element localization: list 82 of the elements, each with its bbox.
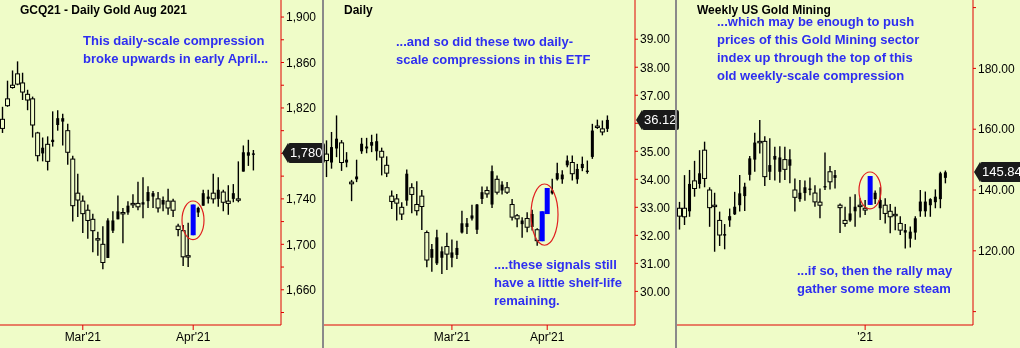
- y-tick-label: 120.00: [978, 244, 1016, 259]
- chart-title: Daily: [344, 3, 373, 17]
- candlestick: [803, 179, 807, 202]
- y-tick-label: 1,660: [286, 283, 317, 298]
- candlestick: [339, 139, 345, 172]
- candlestick: [444, 232, 450, 271]
- candlestick: [470, 204, 474, 222]
- candlestick: [35, 131, 41, 163]
- candlestick: [908, 225, 912, 249]
- y-tick-label: 35.00: [640, 144, 671, 159]
- text: 36.12: [642, 109, 679, 130]
- candlestick: [892, 206, 898, 231]
- candlestick: [241, 144, 245, 173]
- candlestick: [748, 155, 752, 182]
- candlestick: [235, 160, 241, 203]
- y-tick-label: 180.00: [978, 61, 1016, 76]
- candlestick: [738, 174, 742, 213]
- candlestick: [773, 146, 777, 182]
- candlestick: [933, 188, 937, 209]
- y-tick-label: 37.00: [640, 88, 671, 103]
- y-tick-label: 140.00: [978, 183, 1016, 198]
- y-tick-label: 38.00: [640, 60, 671, 75]
- candlestick: [792, 177, 798, 213]
- candlestick: [111, 210, 115, 234]
- x-tick-label: Apr'21: [176, 329, 211, 344]
- y-tick-label: 1,740: [286, 192, 317, 207]
- chart-title: Weekly US Gold Mining: [697, 3, 831, 17]
- y-tick-label: 1,820: [286, 101, 317, 116]
- y-tick-label: 31.00: [640, 256, 671, 271]
- candlestick: [324, 139, 329, 178]
- x-tick-label: Mar'21: [433, 329, 471, 344]
- candlestick: [928, 197, 932, 218]
- candlestick: [246, 139, 250, 167]
- candlestick: [569, 154, 575, 182]
- annotation: ...if so, then the rally may gather some more steam: [797, 262, 953, 298]
- candlestick: [384, 155, 390, 178]
- annotation: ...and so did these two daily- scale compressions in this ETF: [396, 33, 591, 69]
- candlestick: [375, 132, 379, 162]
- y-tick-label: 1,860: [286, 55, 317, 70]
- candlestick: [913, 215, 917, 241]
- candlestick: [5, 79, 11, 108]
- candlestick: [389, 189, 395, 210]
- x-tick-label: Mar'21: [64, 329, 102, 344]
- candlestick: [923, 190, 927, 218]
- candlestick: [379, 146, 385, 177]
- candlestick: [733, 191, 737, 216]
- y-tick-label: 1,900: [286, 10, 317, 25]
- candlestick: [753, 132, 757, 173]
- y-tick-label: 160.00: [978, 122, 1016, 137]
- y-tick-label: 30.00: [640, 284, 671, 299]
- x-tick-label: '21: [857, 329, 874, 344]
- candlestick: [728, 207, 732, 228]
- candlestick: [56, 109, 60, 132]
- candlestick: [414, 180, 420, 217]
- candlestick: [65, 123, 71, 166]
- candlestick: [251, 149, 255, 172]
- candlestick: [717, 210, 723, 247]
- candlestick: [743, 182, 747, 212]
- candlestick: [155, 191, 161, 214]
- candlestick: [210, 173, 216, 205]
- candlestick: [918, 189, 922, 218]
- candlestick: [45, 135, 51, 172]
- candlestick: [225, 184, 231, 216]
- y-tick-label: 1,700: [286, 237, 317, 252]
- y-tick-label: 34.00: [640, 172, 671, 187]
- annotation: This daily-scale compression broke upwards in early April...: [83, 32, 269, 68]
- candlestick: [707, 186, 713, 228]
- candlestick: [465, 217, 469, 235]
- candlestick: [10, 69, 16, 90]
- annotation: ....these signals still have a little shelf-life remaining.: [494, 256, 622, 310]
- y-tick-label: 32.00: [640, 228, 671, 243]
- y-tick-label: 39.00: [640, 32, 671, 47]
- candlestick: [146, 185, 150, 209]
- chart-title: GCQ21 - Daily Gold Aug 2021: [20, 3, 187, 17]
- text: 1,780: [288, 143, 325, 164]
- x-tick-label: Apr'21: [530, 329, 565, 344]
- candlestick: [782, 146, 788, 181]
- candlestick: [897, 215, 903, 236]
- candlestick: [455, 239, 459, 260]
- candlestick: [349, 179, 355, 202]
- y-tick-label: 33.00: [640, 200, 671, 215]
- candlestick: [61, 112, 65, 147]
